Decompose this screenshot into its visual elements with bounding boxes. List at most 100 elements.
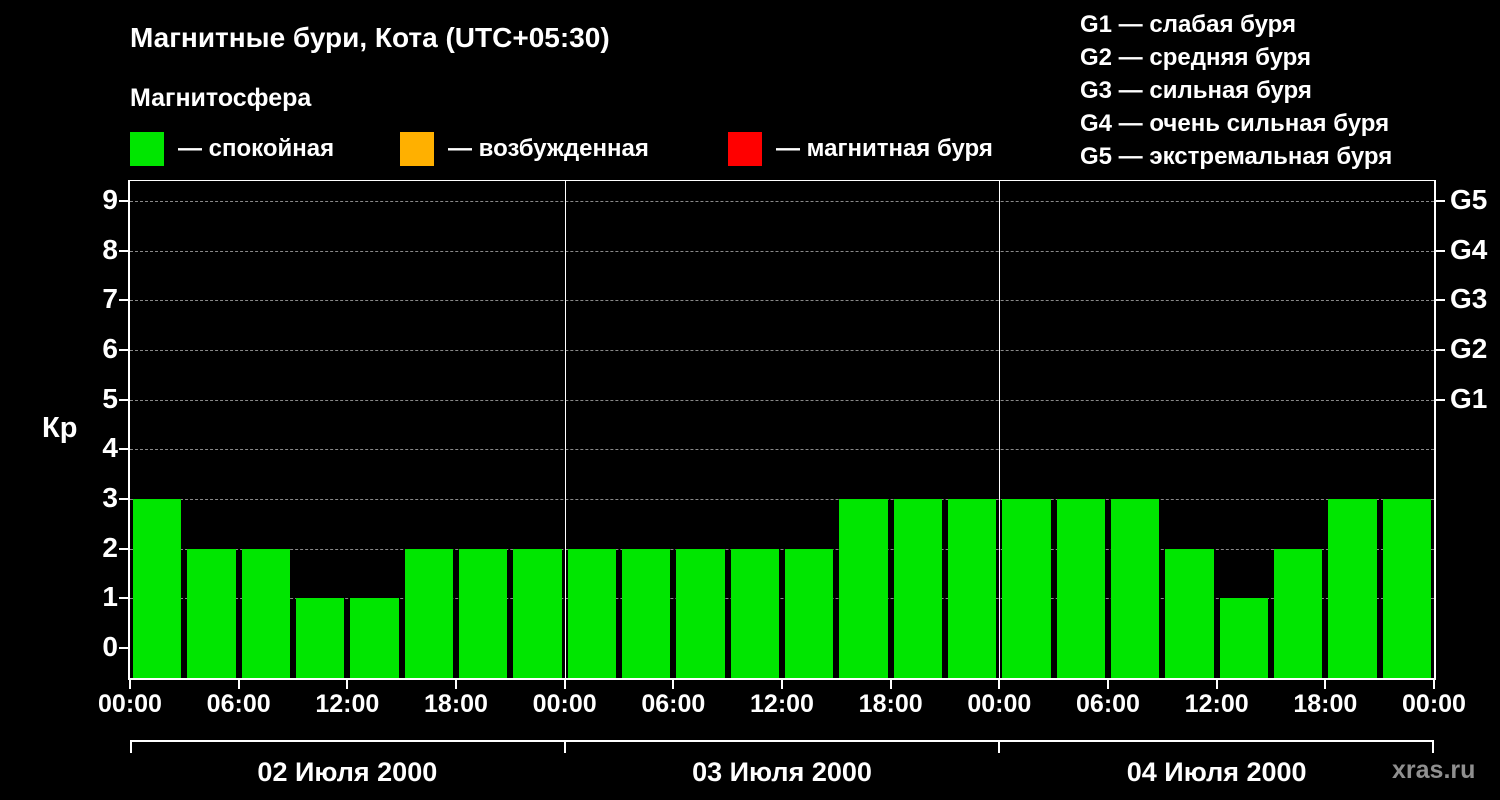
storm-scale-legend: G1 — слабая буря G2 — средняя буря G3 — …: [1080, 8, 1392, 173]
kp-bar: [296, 598, 345, 678]
storm-scale-g1: G1 — слабая буря: [1080, 11, 1297, 38]
gridline-kp-2: [130, 548, 1434, 550]
kp-bar: [1382, 499, 1431, 678]
y-tick-label: 0: [102, 631, 118, 662]
chart-subtitle: Магнитосфера: [130, 84, 312, 112]
kp-bar: [513, 548, 562, 678]
x-axis-tick: [781, 680, 783, 689]
kp-bar: [133, 499, 182, 678]
right-axis-tick: [1436, 249, 1445, 252]
y-axis-tick: [119, 349, 128, 351]
x-axis-tick: [1215, 680, 1218, 689]
y-axis-tick: [119, 299, 128, 302]
gridline-kp-3: [130, 499, 1434, 500]
kp-bar: [839, 499, 888, 678]
right-axis-label-g2: G2: [1450, 333, 1488, 364]
gridline-kp-5: [130, 399, 1434, 401]
x-tick-label: 12:00: [1184, 690, 1249, 718]
y-tick-label: 5: [102, 382, 118, 414]
x-tick-label: 00:00: [98, 690, 162, 718]
legend-label-storm: — магнитная буря: [776, 135, 993, 162]
date-axis-line: [130, 740, 1434, 742]
gridline-kp-8: [130, 250, 1434, 252]
legend-item-excited: — возбужденная: [400, 132, 649, 166]
x-tick-label: 18:00: [1293, 690, 1358, 718]
x-axis-tick: [889, 680, 892, 689]
kp-bar: [622, 548, 671, 678]
x-axis-tick: [129, 680, 131, 689]
gridline-kp-4: [130, 449, 1434, 451]
date-axis-tick: [130, 740, 132, 753]
storm-color-swatch: [728, 132, 762, 166]
x-axis-tick: [346, 680, 349, 689]
kp-bar: [241, 548, 290, 678]
y-tick-label: 4: [102, 432, 118, 464]
y-tick-label: 2: [102, 531, 118, 563]
x-axis-tick: [237, 680, 240, 689]
x-axis-tick: [998, 680, 1001, 689]
y-axis-tick: [119, 448, 128, 451]
date-label: 02 Июля 2000: [257, 757, 438, 787]
y-axis-tick: [119, 200, 128, 202]
y-axis-tick: [119, 398, 128, 401]
x-tick-label: 00:00: [1402, 690, 1466, 718]
right-axis-label-g1: G1: [1450, 382, 1488, 414]
kp-bar: [785, 548, 834, 678]
x-axis-tick: [1324, 680, 1327, 689]
day-separator-line: [564, 181, 566, 678]
y-axis-tick: [119, 647, 128, 649]
y-tick-label: 8: [102, 233, 118, 265]
y-tick-label: 1: [102, 581, 118, 613]
right-axis-label-g4: G4: [1450, 233, 1488, 265]
y-tick-label: 6: [102, 333, 118, 364]
right-axis-labels: G1 G2 G3 G4 G5: [1450, 180, 1500, 680]
kp-bar: [567, 548, 616, 678]
date-axis: 02 Июля 2000 03 Июля 2000 04 Июля 2000: [130, 740, 1434, 800]
kp-bar: [459, 548, 508, 678]
y-tick-label: 7: [102, 283, 118, 315]
kp-bar: [1328, 499, 1377, 678]
date-axis-tick: [564, 740, 566, 753]
x-tick-label: 00:00: [532, 690, 597, 718]
quiet-color-swatch: [130, 132, 164, 166]
gridline-kp-6: [130, 350, 1434, 351]
kp-bar: [1274, 548, 1323, 678]
x-tick-label: 06:00: [1076, 690, 1140, 718]
kp-bar: [1002, 499, 1051, 678]
legend-label-quiet: — спокойная: [178, 135, 335, 162]
kp-bar: [350, 598, 399, 678]
y-axis-tick: [119, 597, 128, 600]
x-tick-label: 18:00: [424, 690, 488, 718]
y-axis-tick: [119, 249, 128, 252]
kp-bar: [676, 548, 725, 678]
watermark: xras.ru: [1392, 756, 1476, 784]
kp-bar: [1165, 548, 1214, 678]
kp-bar: [1111, 499, 1160, 678]
x-axis-tick: [1433, 680, 1435, 689]
x-tick-label: 00:00: [967, 690, 1032, 718]
storm-scale-g4: G4 — очень сильная буря: [1080, 110, 1390, 137]
right-axis-tick: [1436, 349, 1445, 351]
x-tick-label: 12:00: [315, 690, 380, 718]
kp-bar: [893, 499, 942, 678]
x-tick-label: 06:00: [641, 690, 706, 718]
storm-scale-g2: G2 — средняя буря: [1080, 44, 1311, 71]
y-axis-title: Кр: [42, 412, 78, 444]
right-axis-tick: [1436, 200, 1445, 202]
kp-bar: [948, 499, 997, 678]
gridline-kp-7: [130, 300, 1434, 302]
date-label: 04 Июля 2000: [1126, 757, 1307, 787]
kp-bar: [730, 548, 779, 678]
gridline-kp-1: [130, 598, 1434, 600]
gridline-kp-9: [130, 201, 1434, 202]
date-label: 03 Июля 2000: [692, 757, 872, 787]
x-axis-labels: 00:00 06:00 12:00 18:00 00:00 06:00 12:00 18:00…: [98, 690, 1466, 722]
legend-item-storm: — магнитная буря: [728, 132, 993, 166]
kp-bar: [1219, 598, 1268, 678]
storm-scale-g5: G5 — экстремальная буря: [1080, 143, 1393, 170]
x-tick-label: 12:00: [750, 690, 814, 718]
day-separator-line: [999, 181, 1001, 678]
kp-bar: [404, 548, 453, 678]
right-axis-tick: [1436, 398, 1445, 401]
